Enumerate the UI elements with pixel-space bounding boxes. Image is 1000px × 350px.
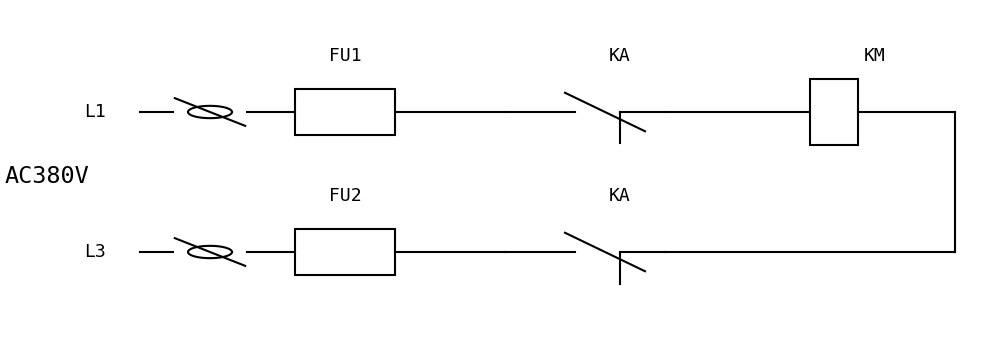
- Text: FU2: FU2: [329, 187, 361, 205]
- Text: AC380V: AC380V: [5, 165, 90, 188]
- Text: L3: L3: [84, 243, 106, 261]
- Text: KA: KA: [609, 187, 631, 205]
- Text: L1: L1: [84, 103, 106, 121]
- Bar: [810, 79, 858, 145]
- Text: KM: KM: [864, 47, 886, 65]
- Bar: [295, 229, 395, 275]
- Bar: [295, 89, 395, 135]
- Text: FU1: FU1: [329, 47, 361, 65]
- Text: KA: KA: [609, 47, 631, 65]
